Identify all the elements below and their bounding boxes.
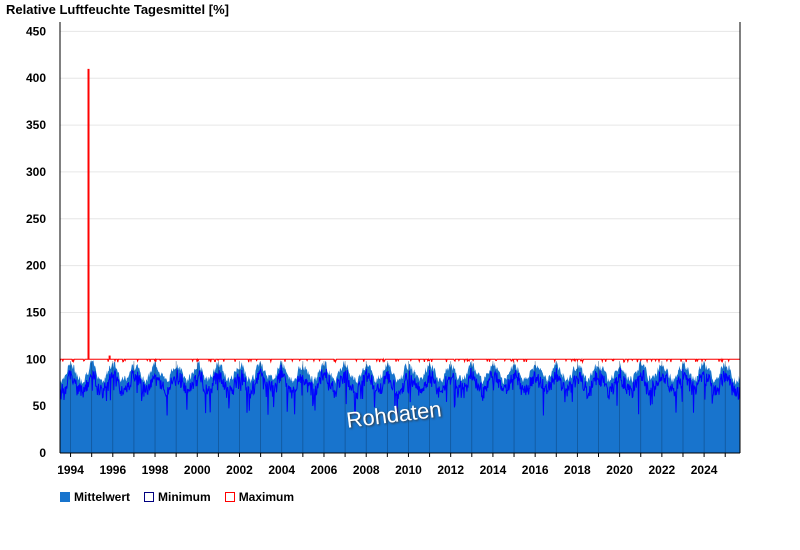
maximum-line [59,68,740,365]
legend: Mittelwert Minimum Maximum [60,490,294,504]
x-tick-label: 2000 [184,463,211,477]
x-tick-label: 2020 [606,463,633,477]
x-tick-label: 2024 [691,463,718,477]
chart-title: Relative Luftfeuchte Tagesmittel [%] [6,2,229,17]
minimum-line [59,364,741,416]
y-tick-label: 100 [26,352,46,366]
y-tick-label: 150 [26,305,46,319]
y-tick-label: 0 [39,446,46,460]
mittelwert-fill [60,360,740,453]
mittelwert-area [60,360,740,453]
x-tick-label: 2022 [649,463,676,477]
x-tick-label: 1994 [57,463,84,477]
y-tick-label: 250 [26,212,46,226]
y-tick-label: 200 [26,259,46,273]
y-tick-label: 50 [33,399,47,413]
mittelwert-swatch [60,492,70,502]
x-tick-label: 2016 [522,463,549,477]
x-tick-label: 2008 [353,463,380,477]
y-tick-label: 350 [26,118,46,132]
grid-layer [60,30,740,407]
minimum-swatch [144,492,155,502]
axes: 0 50 100 150 200 250 300 350 400 450 1994 1996 1998 2… [26,22,741,477]
x-tick-label: 2004 [268,463,295,477]
legend-item-maximum: Maximum [224,490,295,504]
minimum-series-line [59,364,741,416]
legend-label-maximum: Maximum [238,490,295,504]
legend-label-minimum: Minimum [158,490,211,504]
legend-label-mittelwert: Mittelwert [74,490,131,504]
x-tick-label: 2006 [311,463,338,477]
x-tick-label: 2018 [564,463,591,477]
maximum-series-line [59,357,740,365]
x-tick-label: 1998 [142,463,169,477]
x-tick-label: 2010 [395,463,422,477]
x-tick-label: 2014 [480,463,507,477]
x-tick-label: 2002 [226,463,253,477]
y-tick-label: 300 [26,165,46,179]
x-tick-label: 1996 [99,463,126,477]
legend-item-mittelwert: Mittelwert [60,490,130,504]
y-tick-label: 450 [26,24,46,38]
y-tick-label: 400 [26,71,46,85]
x-tick-label: 2012 [437,463,464,477]
legend-item-minimum: Minimum [144,490,211,504]
maximum-swatch [224,492,235,502]
